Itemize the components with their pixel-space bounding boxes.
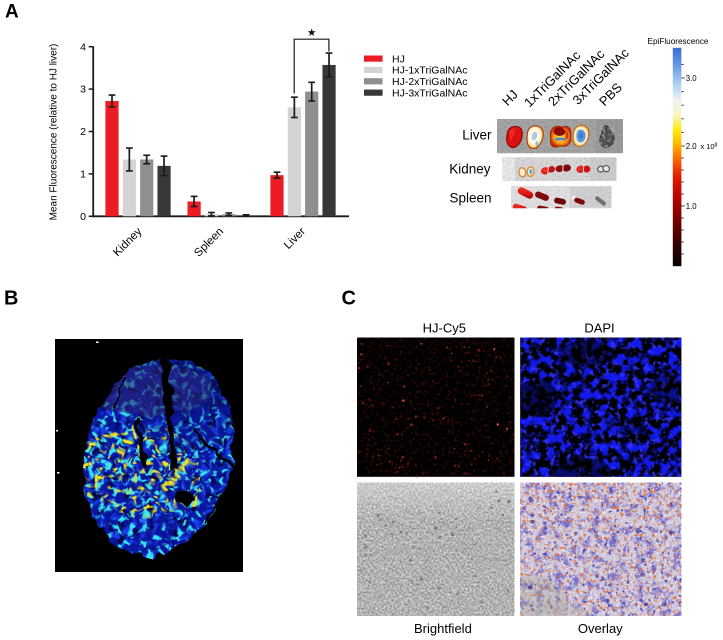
svg-text:B: B: [4, 288, 18, 310]
svg-text:C: C: [342, 288, 356, 310]
svg-text:3: 3: [80, 84, 86, 96]
svg-text:HJ: HJ: [499, 87, 521, 109]
svg-text:DAPI: DAPI: [584, 321, 614, 336]
svg-text:A: A: [5, 2, 19, 23]
svg-text:Kidney: Kidney: [449, 162, 491, 177]
svg-text:3.0: 3.0: [686, 74, 698, 83]
svg-text:4: 4: [80, 41, 86, 53]
svg-text:Spleen: Spleen: [192, 226, 226, 260]
svg-text:x 108: x 108: [701, 142, 718, 151]
svg-text:Mean Fluorescence (relative to: Mean Fluorescence (relative to HJ liver): [49, 44, 60, 221]
svg-text:Kidney: Kidney: [111, 225, 145, 259]
svg-text:HJ-1xTriGalNAc: HJ-1xTriGalNAc: [392, 65, 467, 77]
svg-text:Overlay: Overlay: [578, 621, 623, 636]
svg-text:HJ-3xTriGalNAc: HJ-3xTriGalNAc: [392, 87, 467, 99]
svg-text:2.0: 2.0: [686, 142, 698, 151]
svg-text:Liver: Liver: [282, 226, 308, 252]
svg-text:HJ-2xTriGalNAc: HJ-2xTriGalNAc: [392, 76, 467, 88]
svg-text:HJ: HJ: [392, 53, 405, 65]
svg-text:0: 0: [80, 211, 86, 223]
svg-text:Spleen: Spleen: [449, 190, 491, 205]
svg-text:1: 1: [80, 169, 86, 181]
svg-text:HJ-Cy5: HJ-Cy5: [423, 321, 466, 336]
svg-text:1.0: 1.0: [686, 202, 698, 211]
svg-text:Brightfield: Brightfield: [414, 621, 472, 636]
svg-text:Liver: Liver: [462, 128, 492, 143]
svg-text:2: 2: [80, 126, 86, 138]
svg-text:EpiFluorescence: EpiFluorescence: [648, 37, 709, 46]
